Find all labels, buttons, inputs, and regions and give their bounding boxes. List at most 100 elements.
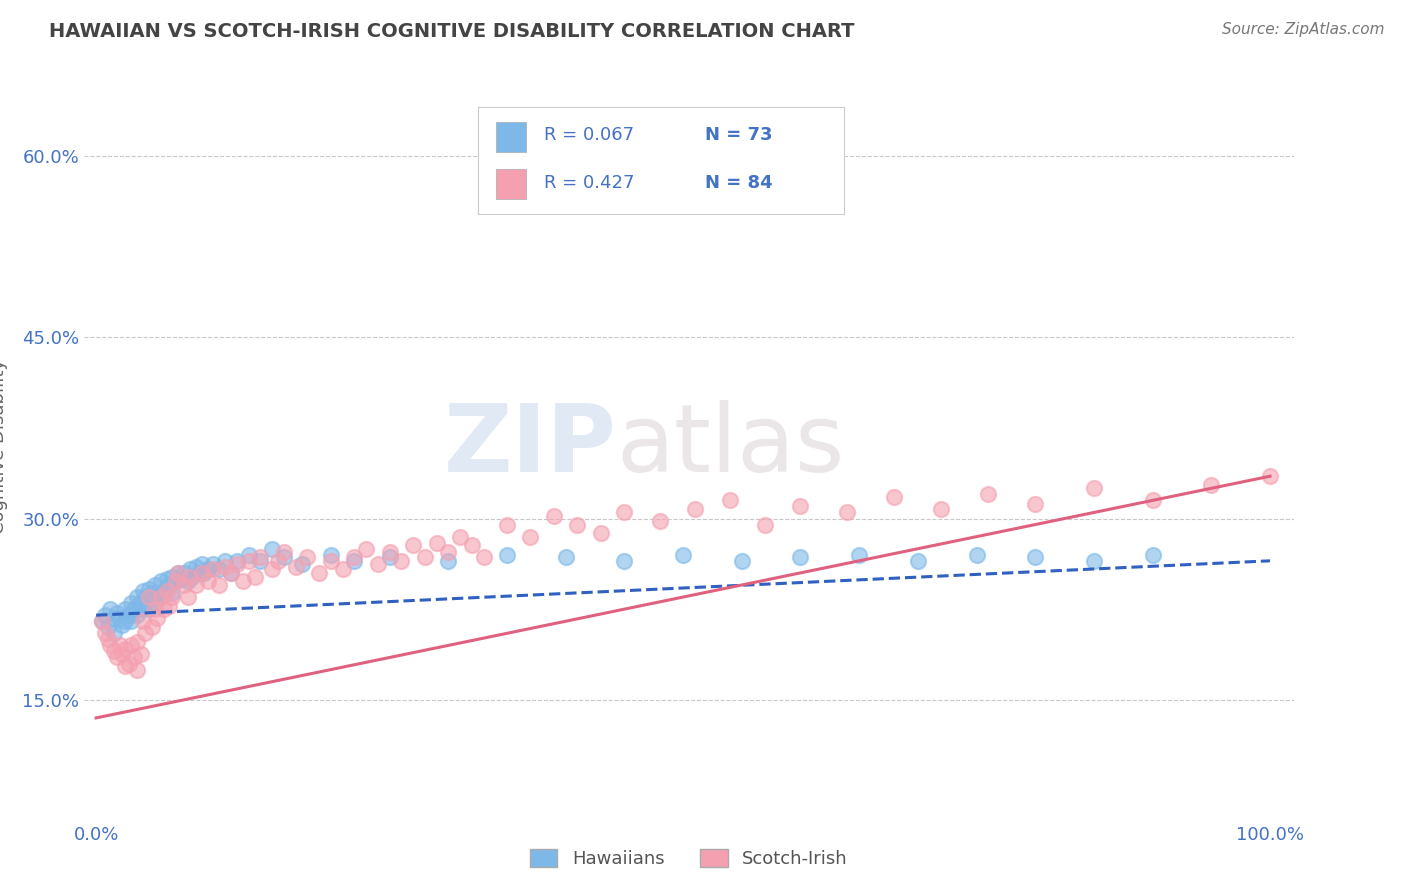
Point bbox=[103, 610, 125, 624]
Point bbox=[143, 578, 166, 592]
Point bbox=[103, 626, 125, 640]
Point bbox=[413, 550, 436, 565]
Point bbox=[179, 562, 201, 576]
Point bbox=[1083, 481, 1105, 495]
Point bbox=[181, 569, 204, 583]
Point bbox=[179, 569, 201, 583]
Point bbox=[613, 506, 636, 520]
Point bbox=[378, 545, 401, 559]
Point bbox=[197, 562, 219, 576]
Point bbox=[425, 535, 447, 549]
Point bbox=[169, 572, 191, 586]
Point bbox=[648, 514, 671, 528]
Point bbox=[141, 586, 163, 600]
Point bbox=[146, 586, 169, 600]
Point bbox=[157, 578, 180, 592]
Point bbox=[114, 614, 136, 628]
Point bbox=[165, 574, 187, 589]
Text: N = 73: N = 73 bbox=[704, 126, 772, 144]
Point bbox=[848, 548, 870, 562]
Point bbox=[184, 559, 207, 574]
Point bbox=[378, 550, 401, 565]
Point bbox=[129, 602, 152, 616]
Point bbox=[1024, 497, 1046, 511]
Point bbox=[208, 562, 231, 576]
Point bbox=[308, 566, 330, 580]
Point bbox=[1083, 554, 1105, 568]
Point bbox=[143, 602, 166, 616]
Point bbox=[931, 501, 953, 516]
Point bbox=[111, 618, 134, 632]
Point bbox=[1201, 477, 1223, 491]
Point bbox=[167, 566, 190, 580]
Point bbox=[128, 596, 150, 610]
Legend: Hawaiians, Scotch-Irish: Hawaiians, Scotch-Irish bbox=[523, 841, 855, 875]
Point bbox=[683, 501, 706, 516]
Point bbox=[437, 554, 460, 568]
Point bbox=[343, 554, 366, 568]
Point bbox=[193, 566, 215, 580]
Point bbox=[789, 550, 811, 565]
Point bbox=[97, 632, 120, 647]
Point bbox=[202, 562, 225, 576]
Point bbox=[1258, 469, 1281, 483]
Point bbox=[267, 554, 290, 568]
Point bbox=[273, 550, 295, 565]
Point bbox=[249, 554, 271, 568]
Point bbox=[219, 566, 242, 580]
Point bbox=[162, 586, 184, 600]
Point bbox=[437, 545, 460, 559]
Point bbox=[202, 558, 225, 572]
Point bbox=[297, 550, 319, 565]
Point bbox=[343, 550, 366, 565]
Point bbox=[589, 526, 612, 541]
Point bbox=[496, 517, 519, 532]
Point bbox=[127, 590, 149, 604]
Point bbox=[472, 550, 495, 565]
Point bbox=[273, 545, 295, 559]
Point bbox=[118, 657, 141, 671]
Point bbox=[176, 590, 198, 604]
Point bbox=[232, 574, 254, 589]
Point bbox=[122, 650, 145, 665]
Point bbox=[108, 639, 131, 653]
Point bbox=[672, 548, 695, 562]
Point bbox=[190, 566, 212, 580]
Point bbox=[977, 487, 1000, 501]
Text: R = 0.427: R = 0.427 bbox=[544, 174, 634, 192]
Point bbox=[543, 509, 565, 524]
Point bbox=[519, 530, 541, 544]
Point bbox=[97, 620, 120, 634]
Point bbox=[208, 578, 231, 592]
Point bbox=[122, 602, 145, 616]
Point bbox=[214, 559, 236, 574]
Point bbox=[138, 590, 160, 604]
Point bbox=[966, 548, 988, 562]
Point bbox=[114, 659, 136, 673]
Point bbox=[120, 639, 142, 653]
Point bbox=[165, 574, 187, 589]
Point bbox=[613, 554, 636, 568]
Bar bbox=[496, 169, 526, 199]
Point bbox=[197, 574, 219, 589]
Point bbox=[243, 569, 266, 583]
Point bbox=[1024, 550, 1046, 565]
Point bbox=[1142, 493, 1164, 508]
Point bbox=[111, 647, 134, 661]
Point bbox=[134, 626, 156, 640]
Point bbox=[114, 642, 136, 657]
Point bbox=[290, 558, 312, 572]
Point bbox=[138, 582, 160, 596]
Text: N = 84: N = 84 bbox=[704, 174, 772, 192]
Point bbox=[149, 590, 172, 604]
Point bbox=[98, 602, 121, 616]
Point bbox=[284, 559, 307, 574]
Point bbox=[153, 602, 176, 616]
Text: HAWAIIAN VS SCOTCH-IRISH COGNITIVE DISABILITY CORRELATION CHART: HAWAIIAN VS SCOTCH-IRISH COGNITIVE DISAB… bbox=[49, 22, 855, 41]
Point bbox=[134, 590, 156, 604]
Text: atlas: atlas bbox=[616, 400, 845, 492]
Point bbox=[190, 558, 212, 572]
Point bbox=[127, 663, 149, 677]
Point bbox=[367, 558, 389, 572]
Point bbox=[149, 574, 172, 589]
